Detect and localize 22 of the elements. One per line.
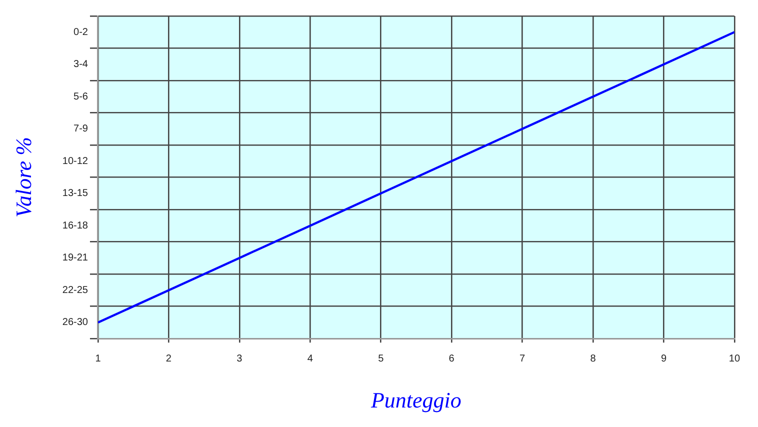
x-tick-label: 1	[95, 353, 102, 364]
x-tick-label: 6	[448, 353, 455, 364]
y-tick-label: 26-30	[62, 317, 88, 328]
y-tick-label: 19-21	[62, 252, 88, 264]
x-tick-label: 2	[166, 353, 172, 364]
x-tick-label: 4	[307, 353, 314, 364]
y-tick-label: 13-15	[62, 188, 88, 200]
y-tick-label: 3-4	[74, 59, 88, 70]
y-tick-label: 16-18	[62, 220, 88, 232]
x-tick-label: 3	[236, 353, 243, 364]
x-tick-label: 8	[590, 353, 596, 364]
y-tick-label: 5-6	[74, 91, 88, 102]
x-tick-label: 5	[378, 353, 384, 364]
x-axis-title: Punteggio	[370, 388, 462, 413]
y-tick-label: 0-2	[74, 26, 88, 38]
x-tick-label: 10	[728, 353, 740, 364]
y-tick-label: 10-12	[62, 156, 88, 167]
x-tick-label: 7	[520, 353, 526, 364]
y-tick-label: 7-9	[74, 124, 88, 135]
y-tick-label: 22-25	[62, 284, 88, 296]
y-axis-title: Valore %	[10, 137, 36, 218]
x-tick-label: 9	[660, 353, 667, 364]
